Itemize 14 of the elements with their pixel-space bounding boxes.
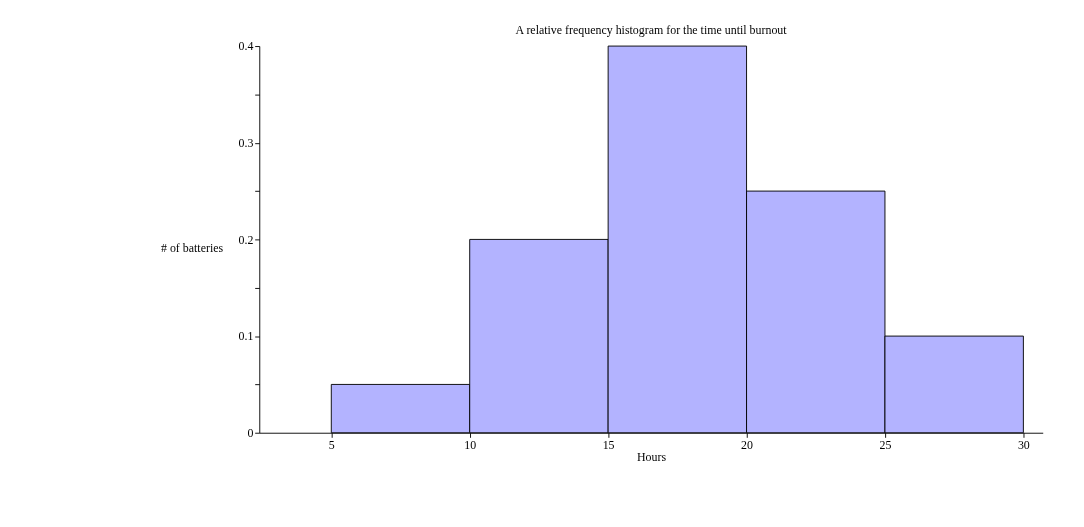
y-tick-label: 0.2 bbox=[238, 232, 254, 247]
x-axis-title: Hours bbox=[636, 449, 667, 464]
chart-title: A relative frequency histogram for the time until burnout bbox=[515, 23, 788, 38]
x-tick-label: 20 bbox=[741, 437, 754, 452]
x-tick-label: 25 bbox=[879, 437, 892, 452]
x-tick-label: 5 bbox=[328, 437, 335, 452]
y-tick-label: 0.3 bbox=[238, 135, 254, 150]
x-tick-label: 15 bbox=[602, 437, 615, 452]
y-tick-label: 0.4 bbox=[238, 39, 254, 54]
y-tick-label: 0.1 bbox=[238, 329, 254, 344]
y-axis-title: # of batteries bbox=[160, 240, 224, 255]
x-tick-label: 10 bbox=[464, 437, 477, 452]
y-tick-label: 0 bbox=[247, 425, 254, 440]
x-tick-label: 30 bbox=[1017, 437, 1030, 452]
